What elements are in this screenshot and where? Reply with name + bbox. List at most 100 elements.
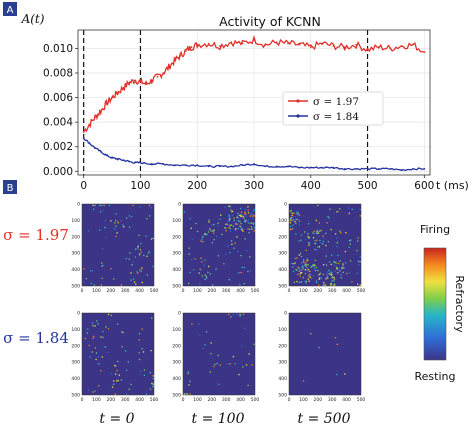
series-line-1 <box>83 137 425 172</box>
heatmap-cell <box>316 249 318 252</box>
colorbar-bottom-label: Resting <box>415 370 456 383</box>
heatmap-cell <box>336 373 338 376</box>
heatmap-cell <box>207 231 210 233</box>
heatmap-cell <box>304 231 306 233</box>
heatmap-cell <box>116 232 118 234</box>
data-point-0 <box>207 42 210 45</box>
heatmap-cell <box>99 204 101 207</box>
y-axis-label: A(t) <box>21 12 45 26</box>
heatmap-cell <box>116 369 118 372</box>
heatmap-cell <box>325 255 327 257</box>
data-point-1 <box>219 165 221 168</box>
heatmap-cell <box>212 230 214 232</box>
heatmap-cell <box>143 369 146 371</box>
heatmap-cell <box>220 214 222 216</box>
heatmap-cell <box>195 222 197 225</box>
heatmap-cell <box>122 224 124 226</box>
heatmap-cell <box>130 272 132 274</box>
data-point-0 <box>156 75 159 78</box>
heatmap-y-tick: 400 <box>172 267 181 273</box>
heatmap-cell <box>319 273 321 275</box>
heatmap-cell <box>208 219 210 221</box>
heatmap-cell <box>306 270 309 272</box>
heatmap-cell <box>145 235 147 237</box>
data-point-0 <box>128 81 130 84</box>
data-point-1 <box>162 163 165 165</box>
heatmap-x-tick: 300 <box>121 397 130 403</box>
heatmap-cell <box>325 264 328 266</box>
heatmap-cell <box>322 284 325 286</box>
heatmap-cell <box>139 370 141 372</box>
data-point-1 <box>389 167 392 170</box>
heatmap-cell <box>329 274 331 276</box>
legend-marker-blue <box>296 114 300 118</box>
heatmap-cell <box>240 255 242 257</box>
heatmap-cell <box>117 379 119 382</box>
heatmap-x-tick: 400 <box>236 288 245 294</box>
heatmap-cell <box>216 235 218 238</box>
heatmap-cell <box>114 364 116 367</box>
heatmap-cell <box>235 222 237 224</box>
heatmap-cell <box>357 237 359 239</box>
heatmap-cell <box>359 261 361 263</box>
heatmap-cell <box>186 393 189 395</box>
y-tick-label: 0.008 <box>43 68 73 80</box>
heatmap-cell <box>306 264 308 266</box>
heatmap-cell <box>237 220 239 222</box>
heatmap-x-tick: 400 <box>342 288 351 294</box>
row-label-sigma-184: σ = 1.84 <box>3 329 69 347</box>
heatmap-cell <box>152 384 154 386</box>
heatmap-cell <box>141 267 143 269</box>
heatmap-cell <box>308 242 310 244</box>
heatmap-cell <box>292 219 294 221</box>
heatmap-cell <box>322 243 324 245</box>
heatmap-cell <box>204 274 206 276</box>
heatmap-y-tick: 200 <box>278 234 287 240</box>
heatmap-cell <box>191 258 193 261</box>
x-tick-label: 100 <box>130 180 150 192</box>
heatmap-cell <box>290 217 292 219</box>
heatmap-cell <box>319 230 321 232</box>
heatmap-cell <box>242 366 244 368</box>
legend-marker-red <box>296 99 300 103</box>
heatmap-cell <box>307 235 309 238</box>
heatmap-cell <box>296 280 298 283</box>
heatmap-y-tick: 200 <box>278 343 287 349</box>
heatmap-cell <box>298 214 301 216</box>
data-point-1 <box>298 166 301 169</box>
heatmap-y-tick: 0 <box>178 202 181 208</box>
heatmap-cell <box>322 235 324 237</box>
heatmap-cell <box>213 223 215 226</box>
heatmap-cell <box>336 237 338 239</box>
heatmap-cell <box>245 215 247 217</box>
heatmap-cell <box>229 363 231 365</box>
heatmap-cell <box>330 263 332 265</box>
heatmap-cell <box>115 373 117 375</box>
heatmap-cell <box>139 269 141 271</box>
data-point-0 <box>94 116 96 119</box>
heatmap-cell <box>251 222 253 224</box>
heatmap-cell <box>235 223 237 225</box>
data-point-0 <box>162 72 165 74</box>
heatmap-cell <box>298 267 300 269</box>
heatmap-y-tick: 300 <box>71 360 80 366</box>
data-point-1 <box>378 167 380 170</box>
data-point-1 <box>94 147 96 149</box>
heatmap-cell <box>199 335 201 337</box>
heatmap-cell <box>114 222 116 224</box>
heatmap-cell <box>213 239 215 241</box>
heatmap-cell <box>228 213 230 215</box>
heatmap-cell <box>311 266 313 268</box>
heatmap-cell <box>104 346 107 348</box>
heatmap-cell <box>356 272 358 274</box>
heatmap-cell <box>239 284 241 286</box>
heatmap-cell <box>315 280 318 282</box>
heatmap-cell <box>253 343 255 345</box>
heatmap-cell <box>307 223 310 225</box>
heatmap-y-tick: 0 <box>77 311 80 317</box>
heatmap-cell <box>241 229 244 232</box>
heatmap-cell <box>189 218 191 220</box>
heatmap-cell <box>146 255 148 257</box>
heatmap-cell <box>247 212 250 214</box>
heatmap-cell <box>141 281 143 284</box>
